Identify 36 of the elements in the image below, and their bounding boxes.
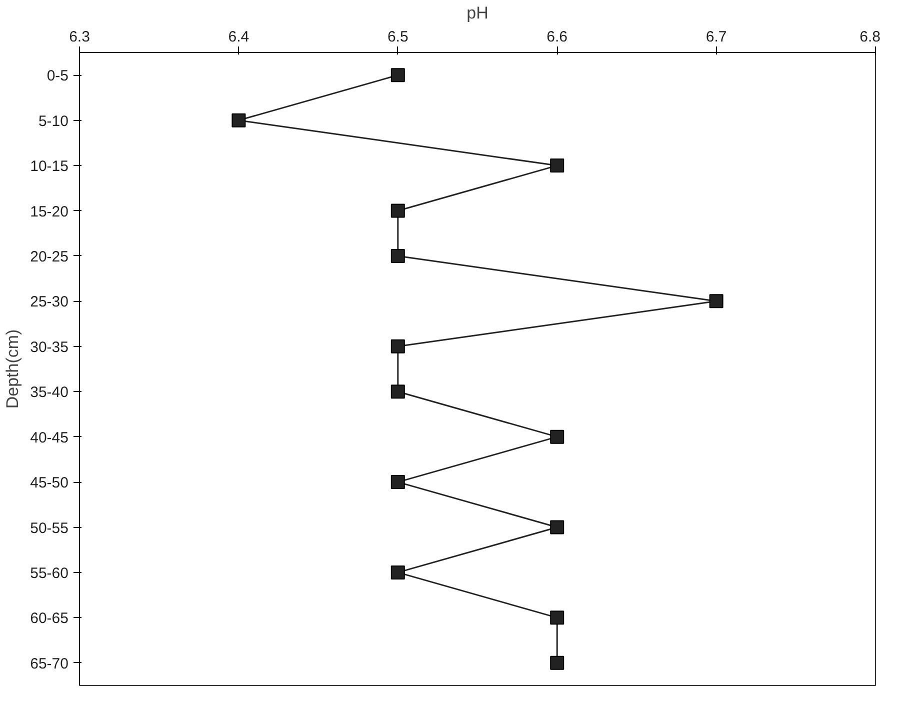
y-tick-label: 30-35 bbox=[30, 338, 69, 356]
x-tick-label: 6.7 bbox=[706, 28, 727, 46]
point bbox=[550, 430, 564, 444]
point bbox=[390, 68, 405, 82]
y-tick-label: 20-25 bbox=[30, 248, 69, 266]
y-tick-label: 35-40 bbox=[30, 384, 69, 402]
point bbox=[232, 113, 246, 128]
y-tick-label: 15-20 bbox=[30, 203, 69, 220]
point bbox=[550, 610, 564, 625]
point bbox=[390, 565, 405, 580]
y-axis-title: Depth(cm) bbox=[3, 329, 22, 409]
point bbox=[709, 294, 724, 308]
point bbox=[390, 475, 405, 490]
y-tick-label: 45-50 bbox=[30, 474, 69, 492]
point bbox=[550, 656, 564, 670]
y-tick-label: 25-30 bbox=[30, 294, 69, 311]
y-tick-label: 10-15 bbox=[30, 158, 69, 176]
y-tick-label: 40-45 bbox=[30, 429, 69, 446]
x-tick-label: 6.5 bbox=[387, 28, 408, 46]
point bbox=[390, 384, 405, 399]
y-tick-label: 60-65 bbox=[30, 610, 69, 628]
x-axis-title: pH bbox=[466, 4, 488, 22]
x-tick-label: 6.8 bbox=[860, 28, 881, 46]
y-tick-label: 55-60 bbox=[30, 564, 69, 582]
y-tick-label: 0-5 bbox=[46, 68, 69, 85]
point bbox=[550, 158, 564, 173]
point bbox=[390, 248, 405, 263]
y-tick-label: 5-10 bbox=[38, 112, 69, 130]
x-tick-label: 6.6 bbox=[546, 28, 568, 46]
x-tick-label: 6.3 bbox=[69, 28, 90, 46]
point bbox=[550, 520, 564, 534]
point bbox=[390, 204, 405, 218]
point bbox=[390, 339, 405, 354]
x-tick-label: 6.4 bbox=[228, 28, 250, 46]
y-tick-label: 65-70 bbox=[30, 655, 69, 672]
y-tick-label: 50-55 bbox=[30, 520, 69, 537]
